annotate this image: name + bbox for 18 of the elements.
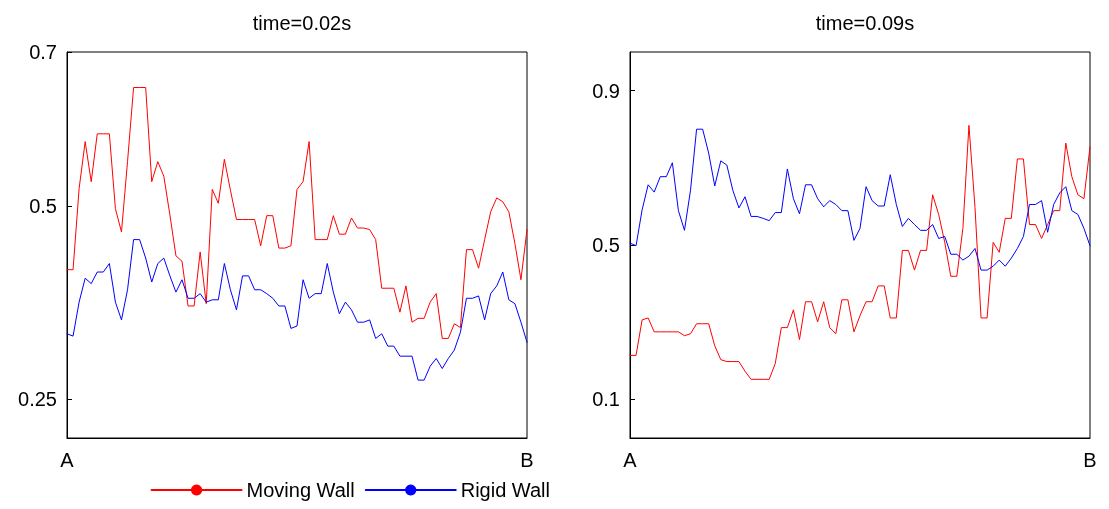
y-tick-label: 0.25 xyxy=(18,388,57,411)
y-tick-label: 0.7 xyxy=(29,41,57,63)
y-tick-label: 0.5 xyxy=(29,195,57,218)
y-tick-label: 0.5 xyxy=(592,234,620,256)
x-tick-label: A xyxy=(623,449,638,471)
y-tick-label: 0.9 xyxy=(592,79,620,102)
line-series xyxy=(629,128,1091,271)
legend-label: Moving Wall xyxy=(246,479,355,501)
y-tick-label: 0.1 xyxy=(592,388,620,411)
line-series xyxy=(629,124,1091,380)
line-series xyxy=(66,87,528,339)
chart-title: time=0.02s xyxy=(252,12,352,34)
chart-title: time=0.09s xyxy=(815,12,915,34)
x-tick-label: B xyxy=(520,449,534,471)
x-tick-label: A xyxy=(60,449,75,471)
legend-label: Rigid Wall xyxy=(460,479,550,501)
line-series xyxy=(66,239,528,381)
x-tick-label: B xyxy=(1083,449,1097,471)
